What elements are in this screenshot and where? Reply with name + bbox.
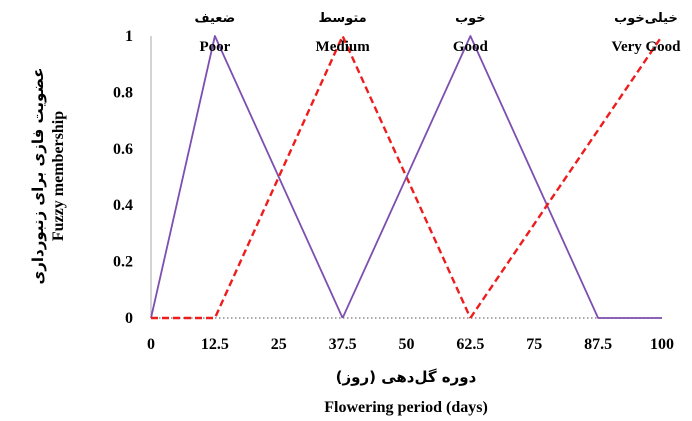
x-tick-label: 25 xyxy=(271,336,287,353)
x-tick-labels: 0 12.5 25 37.5 50 62.5 75 87.5 100 xyxy=(147,336,674,353)
series-line-very_good xyxy=(469,35,663,319)
y-axis-label-group: عضویت فازی برای زنبورداری Fuzzy membersh… xyxy=(29,68,67,285)
x-tick-label: 100 xyxy=(650,336,674,353)
category-label-english: Very Good xyxy=(611,39,681,55)
x-tick-label: 75 xyxy=(526,336,542,353)
series-line-poor xyxy=(150,35,344,319)
x-tick-label: 50 xyxy=(399,336,415,353)
y-axis-label-persian: عضویت فازی برای زنبورداری xyxy=(29,68,47,285)
category-label-english: Medium xyxy=(316,39,371,55)
series-line-good xyxy=(341,35,662,319)
x-tick-label: 62.5 xyxy=(456,336,484,353)
category-label-persian: خیلی‌خوب xyxy=(614,11,678,26)
category-label-english: Good xyxy=(453,39,489,55)
x-tick-label: 12.5 xyxy=(201,336,229,353)
category-label-persian: متوسط xyxy=(319,11,367,26)
y-tick-label: 0.8 xyxy=(113,84,133,101)
category-label-persian: ضعیف xyxy=(195,11,236,26)
y-tick-labels: 0 0.2 0.4 0.6 0.8 1 xyxy=(113,28,133,327)
y-tick-label: 0.2 xyxy=(113,254,133,271)
x-tick-label: 87.5 xyxy=(584,336,612,353)
x-tick-label: 0 xyxy=(147,336,155,353)
category-headers: ضعیف Poor متوسط Medium خوب Good خیلی‌خوب Very G… xyxy=(195,11,682,55)
category-label-persian: خوب xyxy=(455,11,486,26)
series-layer xyxy=(150,34,663,320)
y-tick-label: 0.4 xyxy=(113,197,133,214)
x-axis-label-english: Flowering period (days) xyxy=(324,399,488,416)
x-axis-label-persian: دوره گل‌دهی (روز) xyxy=(336,368,477,386)
y-tick-label: 1 xyxy=(125,28,133,45)
y-tick-label: 0.6 xyxy=(113,141,133,158)
y-tick-label: 0 xyxy=(125,310,133,327)
y-axis-label-english: Fuzzy membership xyxy=(50,111,67,241)
series-line-medium xyxy=(151,34,472,320)
category-label-english: Poor xyxy=(199,39,230,55)
x-tick-label: 37.5 xyxy=(329,336,357,353)
